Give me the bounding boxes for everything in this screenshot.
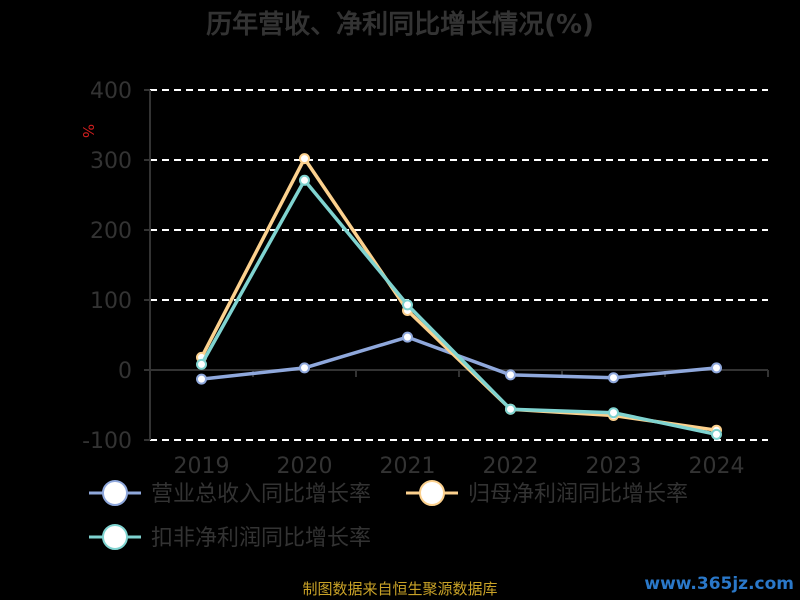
y-axis-unit: % xyxy=(79,124,97,138)
legend-marker xyxy=(102,480,128,506)
data-point xyxy=(505,403,516,415)
data-point xyxy=(196,373,207,385)
legend-marker xyxy=(419,480,445,506)
y-tick-label: 200 xyxy=(90,219,132,244)
chart-title: 历年营收、净利同比增长情况(%) xyxy=(206,9,594,40)
data-point xyxy=(711,428,722,440)
x-tick-label: 2021 xyxy=(380,454,436,479)
y-tick-label: 0 xyxy=(118,359,132,384)
y-tick-label: 100 xyxy=(90,289,132,314)
y-tick-label: -100 xyxy=(82,429,132,454)
data-point xyxy=(299,153,310,165)
data-point xyxy=(711,362,722,374)
legend-label: 归母净利润同比增长率 xyxy=(468,482,688,507)
data-point xyxy=(608,407,619,419)
source-note: 制图数据来自恒生聚源数据库 xyxy=(302,580,498,598)
data-point xyxy=(505,369,516,381)
data-point xyxy=(299,174,310,186)
data-point xyxy=(299,362,310,374)
x-tick-label: 2022 xyxy=(483,454,539,479)
series-line-3 xyxy=(199,178,717,437)
data-point xyxy=(402,299,413,311)
x-tick-label: 2019 xyxy=(174,454,230,479)
series-line-2 xyxy=(199,156,717,432)
legend-marker xyxy=(102,524,128,550)
x-tick-label: 2024 xyxy=(689,454,745,479)
x-tick-label: 2023 xyxy=(586,454,642,479)
legend-label: 营业总收入同比增长率 xyxy=(151,482,371,507)
y-tick-label: 400 xyxy=(90,79,132,104)
data-point xyxy=(608,372,619,384)
y-tick-label: 300 xyxy=(90,149,132,174)
legend-label: 扣非净利润同比增长率 xyxy=(151,526,371,551)
watermark: www.365jz.com xyxy=(644,574,794,594)
data-point xyxy=(196,358,207,370)
data-point xyxy=(402,331,413,343)
x-tick-label: 2020 xyxy=(277,454,333,479)
